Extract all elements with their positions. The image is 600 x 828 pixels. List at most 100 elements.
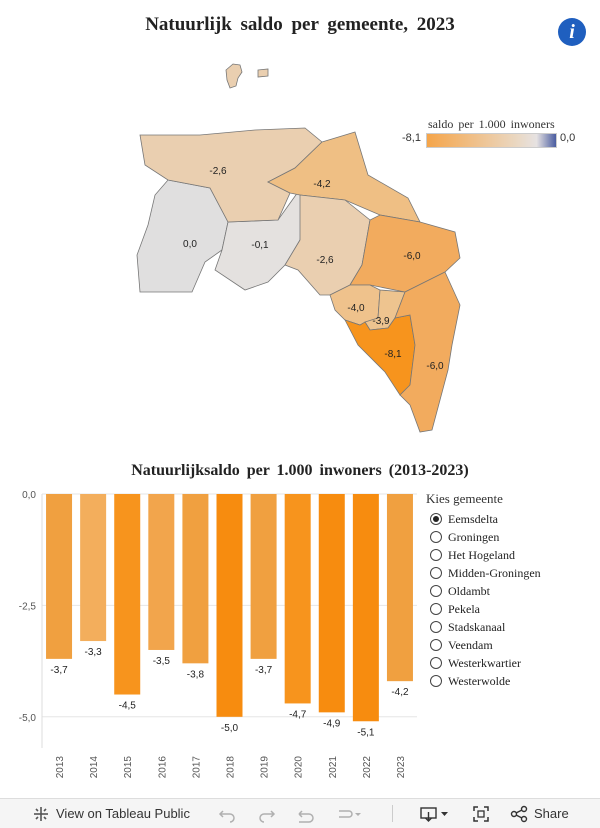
bar-2014[interactable] — [80, 494, 107, 642]
x-tick-label-2021: 2021 — [328, 756, 339, 779]
bar-2020[interactable] — [284, 494, 311, 704]
filter-option-eemsdelta[interactable]: Eemsdelta — [426, 510, 596, 528]
radio-icon[interactable] — [430, 675, 442, 687]
filter-option-label: Veendam — [448, 637, 493, 652]
x-tick-label-2013: 2013 — [55, 756, 66, 779]
pause-button[interactable] — [336, 799, 362, 828]
download-button[interactable] — [420, 799, 450, 828]
data-label-2023: -4,2 — [391, 687, 409, 698]
region-label-veendam: -4,0 — [347, 303, 365, 314]
y-tick-label: -5,0 — [19, 713, 37, 724]
bar-2022[interactable] — [352, 494, 379, 722]
legend-title: saldo per 1.000 inwoners — [428, 117, 555, 131]
data-label-2021: -4,9 — [323, 718, 341, 729]
bar-2021[interactable] — [318, 494, 345, 713]
filter-option-westerkwartier[interactable]: Westerkwartier — [426, 654, 596, 672]
y-tick-label: -2,5 — [19, 601, 37, 612]
radio-icon[interactable] — [430, 549, 442, 561]
tableau-toolbar: View on Tableau Public — [0, 798, 600, 828]
bar-2017[interactable] — [182, 494, 209, 664]
legend-gradient — [426, 133, 557, 148]
filter-option-label: Oldambt — [448, 583, 490, 598]
municipality-filter: Kies gemeente Eemsdelta Groningen Het Hoge… — [426, 490, 596, 690]
legend-max-label: 0,0 — [560, 132, 576, 144]
filter-option-oldambt[interactable]: Oldambt — [426, 582, 596, 600]
data-label-2016: -3,5 — [153, 656, 171, 667]
x-tick-label-2015: 2015 — [123, 756, 134, 779]
filter-option-label: Westerkwartier — [448, 655, 521, 670]
region-label-westerwolde: -6,0 — [426, 361, 444, 372]
share-button[interactable]: Share — [510, 799, 569, 828]
undo-icon — [218, 809, 235, 823]
filter-option-groningen[interactable]: Groningen — [426, 528, 596, 546]
radio-icon[interactable] — [430, 639, 442, 651]
radio-icon[interactable] — [430, 657, 442, 669]
bar-chart: 0,0 -2,5 -5,0 -3,7 -3,3 -4,5 -3,5 -3,8 -5,0 -3,7… — [19, 490, 417, 779]
filter-option-label: Groningen — [448, 529, 500, 544]
region-label-het-hogeland: -2,6 — [209, 166, 227, 177]
revert-button[interactable] — [296, 799, 314, 828]
region-label-westerkwartier: 0,0 — [183, 239, 197, 250]
refresh-icon — [339, 809, 361, 818]
legend-min-label: -8,1 — [402, 132, 421, 144]
filter-option-pekela[interactable]: Pekela — [426, 600, 596, 618]
bar-2016[interactable] — [148, 494, 175, 650]
data-label-2019: -3,7 — [255, 665, 273, 676]
radio-icon[interactable] — [430, 585, 442, 597]
filter-option-veendam[interactable]: Veendam — [426, 636, 596, 654]
filter-option-westerwolde[interactable]: Westerwolde — [426, 672, 596, 690]
data-label-2020: -4,7 — [289, 709, 307, 720]
fullscreen-button[interactable] — [472, 799, 490, 828]
bar-2023[interactable] — [386, 494, 413, 682]
filter-option-label: Eemsdelta — [448, 511, 498, 526]
region-label-pekela: -3,9 — [372, 316, 390, 327]
share-label: Share — [534, 806, 569, 821]
bar-2019[interactable] — [250, 494, 277, 659]
radio-icon[interactable] — [430, 513, 442, 525]
map-title: Natuurlijk saldo per gemeente, 2023 — [145, 14, 455, 35]
radio-icon[interactable] — [430, 621, 442, 633]
view-on-tableau-label: View on Tableau Public — [56, 806, 190, 821]
data-label-2017: -3,8 — [187, 669, 205, 680]
region-label-groningen: -0,1 — [251, 240, 269, 251]
filter-option-stadskanaal[interactable]: Stadskanaal — [426, 618, 596, 636]
y-tick-label: 0,0 — [22, 490, 36, 501]
radio-icon[interactable] — [430, 567, 442, 579]
data-label-2015: -4,5 — [119, 701, 137, 712]
filter-option-label: Pekela — [448, 601, 480, 616]
bar-2015[interactable] — [114, 494, 141, 695]
data-label-2022: -5,1 — [357, 727, 375, 738]
info-icon[interactable]: i — [558, 18, 586, 46]
tableau-logo-icon — [34, 806, 48, 821]
download-icon — [420, 806, 448, 822]
bar-2013[interactable] — [46, 494, 73, 659]
radio-icon[interactable] — [430, 531, 442, 543]
region-label-eemsdelta: -4,2 — [313, 179, 331, 190]
toolbar-divider — [392, 805, 393, 822]
data-label-2014: -3,3 — [85, 647, 103, 658]
x-tick-label-2022: 2022 — [362, 756, 373, 779]
filter-option-label: Westerwolde — [448, 673, 511, 688]
share-icon — [510, 805, 528, 822]
x-tick-label-2018: 2018 — [226, 756, 237, 779]
bar-chart-title: Natuurlijksaldo per 1.000 inwoners (2013… — [131, 462, 469, 479]
filter-option-het-hogeland[interactable]: Het Hogeland — [426, 546, 596, 564]
revert-icon — [298, 809, 314, 823]
map-island-rottumeroog — [225, 63, 243, 89]
bar-2018[interactable] — [216, 494, 243, 717]
region-westerwolde[interactable] — [394, 271, 461, 433]
data-label-2013: -3,7 — [50, 665, 68, 676]
x-tick-label-2023: 2023 — [396, 756, 407, 779]
redo-icon — [259, 809, 276, 823]
redo-button[interactable] — [258, 799, 276, 828]
fullscreen-icon — [473, 805, 489, 822]
map-island-rottumerplaat — [257, 68, 269, 78]
undo-button[interactable] — [218, 799, 236, 828]
filter-option-midden-groningen[interactable]: Midden-Groningen — [426, 564, 596, 582]
radio-icon[interactable] — [430, 603, 442, 615]
x-tick-label-2016: 2016 — [157, 756, 168, 779]
color-legend: saldo per 1.000 inwoners -8,1 0,0 — [400, 115, 580, 155]
region-eemsdelta[interactable] — [267, 131, 421, 223]
filter-title: Kies gemeente — [426, 491, 503, 506]
view-on-tableau-button[interactable]: View on Tableau Public — [32, 799, 190, 828]
